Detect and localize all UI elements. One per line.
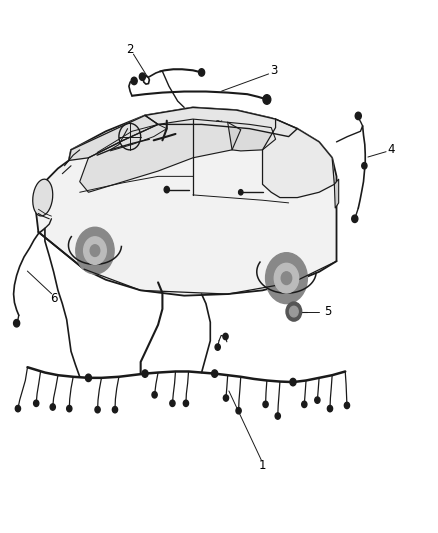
Circle shape: [76, 227, 114, 274]
Polygon shape: [69, 115, 158, 160]
Circle shape: [290, 378, 296, 386]
Circle shape: [223, 395, 229, 401]
Text: 4: 4: [387, 143, 395, 156]
Circle shape: [198, 69, 205, 76]
Circle shape: [355, 112, 361, 119]
Circle shape: [50, 404, 55, 410]
Circle shape: [302, 401, 307, 408]
Circle shape: [67, 406, 72, 412]
Text: ~: ~: [215, 117, 223, 127]
Circle shape: [239, 190, 243, 195]
Text: 6: 6: [50, 292, 57, 305]
Circle shape: [281, 272, 292, 285]
Polygon shape: [334, 179, 339, 208]
Circle shape: [344, 402, 350, 409]
Polygon shape: [228, 122, 276, 151]
Circle shape: [212, 370, 218, 377]
Circle shape: [95, 407, 100, 413]
Polygon shape: [145, 108, 297, 136]
Circle shape: [14, 319, 20, 327]
Circle shape: [164, 187, 170, 193]
Circle shape: [85, 374, 92, 382]
Polygon shape: [262, 119, 334, 198]
Circle shape: [290, 306, 298, 317]
Circle shape: [90, 245, 100, 256]
Circle shape: [236, 408, 241, 414]
Circle shape: [265, 253, 307, 304]
Circle shape: [170, 400, 175, 407]
Polygon shape: [80, 119, 241, 192]
Circle shape: [131, 77, 137, 85]
Circle shape: [34, 400, 39, 407]
Text: 2: 2: [126, 43, 134, 55]
Text: 3: 3: [270, 64, 277, 77]
Circle shape: [215, 344, 220, 350]
Text: 5: 5: [324, 305, 332, 318]
Circle shape: [142, 370, 148, 377]
Circle shape: [315, 397, 320, 403]
Circle shape: [286, 302, 302, 321]
Polygon shape: [36, 108, 336, 296]
Circle shape: [152, 392, 157, 398]
Ellipse shape: [33, 179, 53, 216]
Circle shape: [275, 413, 280, 419]
Circle shape: [84, 237, 106, 264]
Circle shape: [184, 400, 188, 407]
Circle shape: [263, 401, 268, 408]
Circle shape: [263, 95, 271, 104]
Circle shape: [223, 333, 228, 340]
Text: 1: 1: [259, 459, 266, 472]
Circle shape: [139, 73, 145, 80]
Circle shape: [362, 163, 367, 169]
Circle shape: [15, 406, 21, 412]
Circle shape: [327, 406, 332, 412]
Circle shape: [274, 263, 299, 293]
Circle shape: [113, 407, 117, 413]
Circle shape: [352, 215, 358, 222]
